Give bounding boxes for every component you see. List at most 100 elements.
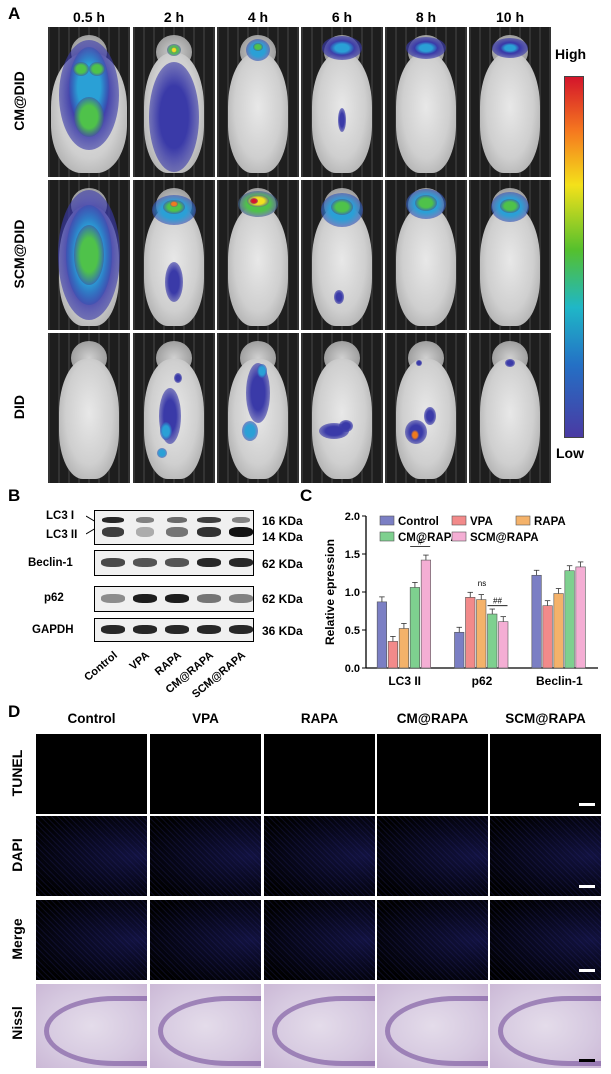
dapi-signal	[490, 900, 601, 980]
mouse-image	[469, 333, 551, 483]
bar	[387, 641, 398, 669]
nissl-image	[377, 984, 488, 1068]
blot-band	[197, 527, 221, 537]
scale-bar	[579, 885, 595, 888]
fluorescence-image	[490, 734, 601, 814]
legend-swatch	[451, 531, 467, 542]
mouse-image	[385, 180, 467, 330]
fluorescence-image	[150, 900, 261, 980]
fluorescence-signal	[241, 420, 258, 441]
category-label: Beclin-1	[536, 674, 583, 688]
legend-swatch	[379, 531, 395, 542]
blot-band	[229, 625, 253, 634]
kda-16: 16 KDa	[262, 514, 303, 528]
fluorescence-image	[377, 816, 488, 896]
y-axis-label: Relative epression	[323, 539, 337, 645]
bar	[564, 570, 575, 669]
beclin1-label: Beclin-1	[28, 557, 73, 569]
blot-band	[229, 558, 253, 567]
y-tick-label: 2.0	[345, 511, 360, 523]
category-label: LC3 II	[388, 674, 421, 688]
fluorescence-signal	[330, 41, 354, 55]
fluorescence-signal	[156, 448, 167, 458]
column-header: RAPA	[300, 711, 339, 726]
significance-annotation: ##	[493, 597, 502, 606]
bar	[487, 613, 498, 669]
fluorescence-signal	[170, 201, 178, 207]
scale-bar	[579, 1059, 595, 1062]
mouse-body	[59, 359, 119, 479]
dapi-signal	[36, 900, 147, 980]
legend-swatch	[515, 515, 531, 526]
bar	[409, 587, 420, 669]
fluorescence-signal	[415, 42, 437, 54]
mouse-body	[480, 53, 540, 173]
fluorescence-signal	[253, 42, 263, 51]
bar	[398, 628, 409, 669]
blot-band	[166, 527, 188, 537]
fluorescence-signal	[501, 43, 519, 53]
mouse-image	[133, 180, 215, 330]
bar	[376, 601, 387, 669]
column-header: VPA	[192, 711, 219, 726]
fluorescence-signal	[89, 62, 106, 76]
mouse-body	[312, 359, 372, 479]
legend-swatch	[451, 515, 467, 526]
mouse-image	[301, 27, 383, 177]
row-label: Nissl	[9, 1006, 25, 1040]
fluorescence-image	[377, 900, 488, 980]
fluorescence-signal	[500, 198, 520, 213]
bar	[553, 593, 564, 669]
dapi-signal	[490, 816, 601, 896]
kda-62-p62: 62 KDa	[262, 592, 303, 606]
fluorescence-signal	[505, 359, 515, 367]
mouse-image	[48, 333, 130, 483]
mouse-body	[480, 359, 540, 479]
fluorescence-image	[36, 734, 147, 814]
bar	[465, 597, 476, 669]
fluorescence-image	[36, 816, 147, 896]
fluorescence-signal	[171, 46, 177, 53]
blot-band	[102, 527, 124, 537]
panel-c-label: C	[300, 486, 313, 505]
mouse-body	[396, 53, 456, 173]
mouse-body	[228, 206, 288, 326]
blot-band	[167, 517, 187, 523]
dapi-signal	[150, 816, 261, 896]
fluorescence-signal	[159, 421, 172, 440]
dapi-signal	[36, 816, 147, 896]
fluorescence-signal	[165, 262, 183, 302]
fluorescence-signal	[249, 198, 258, 204]
fluorescence-signal	[333, 290, 344, 304]
neuron-layer	[498, 996, 601, 1066]
blot-band	[133, 594, 157, 603]
panel-c-bar-chart: 0.0 0.5 1.0 1.5 2.0 Relative epression LC3 II p…	[323, 511, 598, 688]
row-label: DAPI	[9, 838, 25, 872]
blot-band	[232, 517, 250, 523]
fluorescence-signal	[74, 225, 104, 285]
mouse-image	[469, 180, 551, 330]
dapi-signal	[264, 816, 375, 896]
mouse-image	[301, 333, 383, 483]
fluorescence-image	[36, 900, 147, 980]
mouse-image	[133, 27, 215, 177]
lc3-ii-label: LC3 II	[46, 529, 78, 541]
panel-a-label: A	[8, 4, 21, 23]
mouse-image	[133, 333, 215, 483]
dapi-signal	[264, 900, 375, 980]
fluorescence-image	[264, 816, 375, 896]
colorbar	[564, 76, 584, 438]
bar	[454, 631, 465, 669]
fluorescence-signal	[424, 406, 437, 425]
bar	[542, 605, 553, 669]
timepoint-header: 6 h	[331, 9, 353, 25]
mouse-image	[385, 27, 467, 177]
colorbar-low-label: Low	[556, 445, 584, 461]
panel-d-label: D	[8, 702, 21, 721]
nissl-image	[264, 984, 375, 1068]
blot-band	[229, 527, 253, 537]
fluorescence-image	[264, 734, 375, 814]
scale-bar	[579, 969, 595, 972]
group-label: DID	[11, 394, 27, 420]
fluorescence-signal	[72, 62, 89, 76]
